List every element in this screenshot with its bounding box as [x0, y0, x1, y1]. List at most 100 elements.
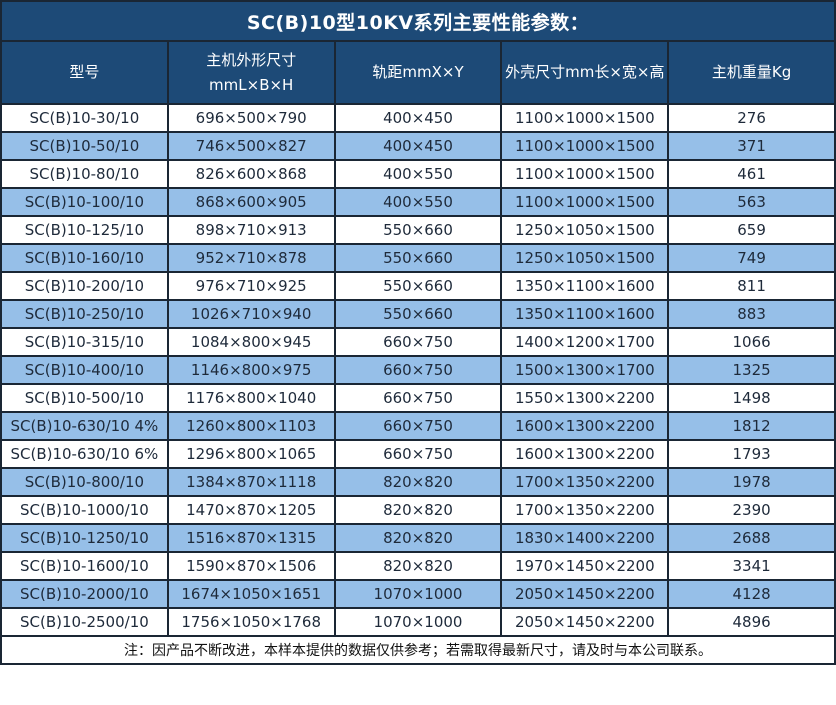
value-cell: 976×710×925 [166, 271, 336, 301]
value-cell: 1250×1050×1500 [500, 243, 670, 273]
value-cell: 660×750 [333, 355, 503, 385]
value-cell: 660×750 [333, 327, 503, 357]
value-cell: 660×750 [333, 383, 503, 413]
table-row: SC(B)10-80/10 826×600×868 400×550 1100×1000… [0, 159, 836, 189]
value-cell: 550×660 [333, 299, 503, 329]
value-cell: 1384×870×1118 [166, 467, 336, 497]
column-header: 主机重量Kg [667, 40, 836, 105]
value-cell: 1400×1200×1700 [500, 327, 670, 357]
value-cell: 1590×870×1506 [166, 551, 336, 581]
table-row: SC(B)10-50/10 746×500×827 400×450 1100×1000… [0, 131, 836, 161]
value-cell: 1100×1000×1500 [500, 103, 670, 133]
model-cell: SC(B)10-2500/10 [0, 607, 169, 637]
value-cell: 820×820 [333, 467, 503, 497]
value-cell: 811 [667, 271, 836, 301]
table-row: SC(B)10-315/10 1084×800×945 660×750 1400×12… [0, 327, 836, 357]
value-cell: 952×710×878 [166, 243, 336, 273]
model-cell: SC(B)10-1600/10 [0, 551, 169, 581]
value-cell: 1756×1050×1768 [166, 607, 336, 637]
value-cell: 1296×800×1065 [166, 439, 336, 469]
value-cell: 1066 [667, 327, 836, 357]
table-row: SC(B)10-800/10 1384×870×1118 820×820 1700×1… [0, 467, 836, 497]
value-cell: 550×660 [333, 215, 503, 245]
model-cell: SC(B)10-160/10 [0, 243, 169, 273]
footnote: 注：因产品不断改进，本样本提供的数据仅供参考；若需取得最新尺寸，请及时与本公司联… [0, 635, 836, 665]
model-cell: SC(B)10-250/10 [0, 299, 169, 329]
table-row: SC(B)10-630/10 4% 1260×800×1103 660×750 160… [0, 411, 836, 441]
value-cell: 276 [667, 103, 836, 133]
value-cell: 749 [667, 243, 836, 273]
model-cell: SC(B)10-630/10 6% [0, 439, 169, 469]
table-row: SC(B)10-100/10 868×600×905 400×550 1100×100… [0, 187, 836, 217]
value-cell: 898×710×913 [166, 215, 336, 245]
value-cell: 1498 [667, 383, 836, 413]
table-row: SC(B)10-160/10 952×710×878 550×660 1250×105… [0, 243, 836, 273]
value-cell: 1026×710×940 [166, 299, 336, 329]
column-header: 轨距mmX×Y [333, 40, 503, 105]
value-cell: 1793 [667, 439, 836, 469]
footnote-row: 注：因产品不断改进，本样本提供的数据仅供参考；若需取得最新尺寸，请及时与本公司联… [0, 635, 836, 665]
model-cell: SC(B)10-80/10 [0, 159, 169, 189]
value-cell: 1978 [667, 467, 836, 497]
value-cell: 660×750 [333, 411, 503, 441]
value-cell: 696×500×790 [166, 103, 336, 133]
model-cell: SC(B)10-2000/10 [0, 579, 169, 609]
value-cell: 2390 [667, 495, 836, 525]
column-header: 型号 [0, 40, 169, 105]
table-row: SC(B)10-30/10 696×500×790 400×450 1100×1000… [0, 103, 836, 133]
value-cell: 400×550 [333, 159, 503, 189]
value-cell: 1260×800×1103 [166, 411, 336, 441]
spec-table: 型号 主机外形尺寸 mmL×B×H 轨距mmX×Y 外壳尺寸mm长×宽×高 主机重量Kg … [0, 40, 836, 665]
value-cell: 1700×1350×2200 [500, 495, 670, 525]
value-cell: 1100×1000×1500 [500, 131, 670, 161]
value-cell: 868×600×905 [166, 187, 336, 217]
value-cell: 400×450 [333, 103, 503, 133]
model-cell: SC(B)10-1000/10 [0, 495, 169, 525]
table-row: SC(B)10-400/10 1146×800×975 660×750 1500×13… [0, 355, 836, 385]
value-cell: 2050×1450×2200 [500, 579, 670, 609]
value-cell: 1146×800×975 [166, 355, 336, 385]
value-cell: 1516×870×1315 [166, 523, 336, 553]
model-cell: SC(B)10-125/10 [0, 215, 169, 245]
model-cell: SC(B)10-200/10 [0, 271, 169, 301]
value-cell: 563 [667, 187, 836, 217]
spec-table-body: SC(B)10-30/10 696×500×790 400×450 1100×1000… [0, 103, 836, 637]
value-cell: 1250×1050×1500 [500, 215, 670, 245]
value-cell: 820×820 [333, 523, 503, 553]
value-cell: 1812 [667, 411, 836, 441]
value-cell: 371 [667, 131, 836, 161]
column-header: 主机外形尺寸 mmL×B×H [166, 40, 336, 105]
value-cell: 2688 [667, 523, 836, 553]
value-cell: 1176×800×1040 [166, 383, 336, 413]
column-header: 外壳尺寸mm长×宽×高 [500, 40, 670, 105]
table-row: SC(B)10-2000/10 1674×1050×1651 1070×1000 20… [0, 579, 836, 609]
value-cell: 1550×1300×2200 [500, 383, 670, 413]
value-cell: 550×660 [333, 271, 503, 301]
value-cell: 1350×1100×1600 [500, 271, 670, 301]
model-cell: SC(B)10-400/10 [0, 355, 169, 385]
value-cell: 461 [667, 159, 836, 189]
value-cell: 1674×1050×1651 [166, 579, 336, 609]
table-row: SC(B)10-1000/10 1470×870×1205 820×820 1700×… [0, 495, 836, 525]
spec-table-foot: 注：因产品不断改进，本样本提供的数据仅供参考；若需取得最新尺寸，请及时与本公司联… [0, 635, 836, 665]
table-row: SC(B)10-1600/10 1590×870×1506 820×820 1970×… [0, 551, 836, 581]
model-cell: SC(B)10-1250/10 [0, 523, 169, 553]
value-cell: 1350×1100×1600 [500, 299, 670, 329]
value-cell: 883 [667, 299, 836, 329]
model-cell: SC(B)10-500/10 [0, 383, 169, 413]
table-row: SC(B)10-250/10 1026×710×940 550×660 1350×11… [0, 299, 836, 329]
value-cell: 1470×870×1205 [166, 495, 336, 525]
table-row: SC(B)10-630/10 6% 1296×800×1065 660×750 160… [0, 439, 836, 469]
model-cell: SC(B)10-100/10 [0, 187, 169, 217]
value-cell: 820×820 [333, 495, 503, 525]
table-row: SC(B)10-200/10 976×710×925 550×660 1350×110… [0, 271, 836, 301]
value-cell: 4128 [667, 579, 836, 609]
value-cell: 659 [667, 215, 836, 245]
value-cell: 1830×1400×2200 [500, 523, 670, 553]
value-cell: 4896 [667, 607, 836, 637]
value-cell: 1700×1350×2200 [500, 467, 670, 497]
page-title: SC(B)10型10KV系列主要性能参数： [0, 0, 836, 40]
value-cell: 1100×1000×1500 [500, 187, 670, 217]
value-cell: 1600×1300×2200 [500, 439, 670, 469]
